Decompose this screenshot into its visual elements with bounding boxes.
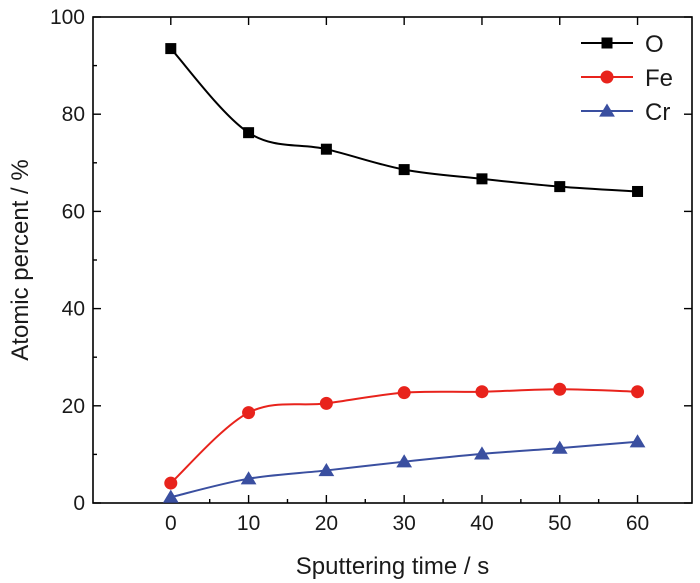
data-point-fe — [475, 385, 489, 399]
data-point-fe — [242, 406, 256, 420]
legend-marker-o — [601, 37, 613, 49]
legend: O Fe Cr — [581, 31, 673, 126]
series-o — [165, 43, 644, 197]
data-point-fe — [553, 382, 567, 396]
data-point-fe — [319, 396, 333, 410]
data-point-o — [243, 127, 255, 139]
series-line-cr — [170, 440, 638, 499]
x-tick-label: 20 — [315, 512, 338, 535]
series-line-fe — [170, 388, 638, 484]
legend-label: Cr — [645, 99, 670, 126]
data-point-o — [476, 173, 488, 185]
x-axis-title: Sputtering time / s — [296, 553, 489, 580]
data-point-cr — [551, 440, 568, 454]
data-point-cr — [318, 462, 335, 477]
x-tick-label: 50 — [548, 512, 571, 535]
y-tick-label: 100 — [50, 6, 85, 29]
x-tick-label: 10 — [237, 512, 260, 535]
plot-frame — [92, 16, 693, 504]
y-axis: 0 20 40 60 80 100 — [50, 6, 692, 515]
data-point-cr — [162, 489, 179, 503]
series-layer — [162, 43, 646, 503]
y-tick-label: 80 — [62, 103, 85, 126]
x-axis: 0 10 20 30 40 50 60 — [165, 17, 649, 535]
plot-border — [92, 16, 693, 504]
data-point-o — [554, 181, 566, 193]
data-point-o — [632, 185, 644, 197]
y-axis-title: Atomic percent / % — [7, 159, 34, 360]
series-fe — [164, 382, 645, 490]
data-point-fe — [164, 476, 178, 490]
y-tick-label: 0 — [73, 492, 85, 515]
data-point-cr — [474, 446, 490, 460]
data-point-fe — [397, 386, 411, 400]
y-tick-label: 40 — [62, 298, 85, 321]
series-cr — [162, 434, 646, 503]
legend-item-o: O — [581, 31, 664, 58]
data-point-cr — [240, 471, 257, 485]
data-point-o — [165, 43, 177, 55]
y-tick-label: 60 — [62, 200, 85, 223]
x-tick-label: 30 — [392, 512, 415, 535]
legend-label: Fe — [645, 65, 673, 92]
legend-marker-fe — [600, 70, 614, 84]
data-point-o — [398, 164, 410, 176]
legend-label: O — [645, 31, 664, 58]
data-point-fe — [631, 385, 645, 399]
data-point-cr — [629, 434, 646, 448]
x-tick-label: 60 — [626, 512, 649, 535]
x-tick-label: 0 — [165, 512, 177, 535]
x-tick-label: 40 — [470, 512, 493, 535]
legend-item-fe: Fe — [581, 65, 673, 92]
legend-item-cr: Cr — [581, 99, 670, 126]
y-tick-label: 20 — [62, 395, 85, 418]
legend-marker-cr — [599, 103, 615, 117]
data-point-o — [320, 143, 332, 155]
data-point-cr — [396, 454, 413, 468]
